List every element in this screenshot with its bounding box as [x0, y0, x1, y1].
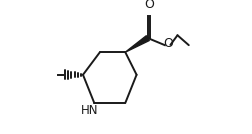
Text: O: O: [144, 0, 154, 11]
Text: HN: HN: [81, 104, 98, 117]
Text: O: O: [163, 37, 173, 50]
Polygon shape: [125, 36, 149, 52]
